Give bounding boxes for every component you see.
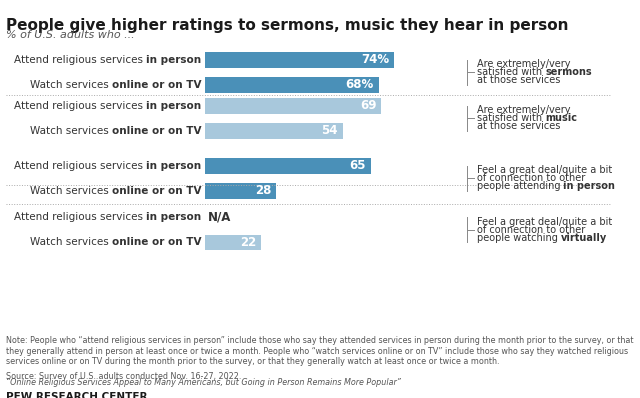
Text: Are extremely/very: Are extremely/very [477,59,570,69]
Text: Attend religious services: Attend religious services [14,101,147,111]
Bar [205,234,261,250]
Text: 65: 65 [349,159,366,172]
Text: online or on TV: online or on TV [112,237,202,248]
Text: 74%: 74% [361,53,389,66]
Text: Feel a great deal/quite a bit: Feel a great deal/quite a bit [477,217,612,227]
Text: in person: in person [147,101,202,111]
Text: virtually: virtually [561,233,607,243]
Text: % of U.S. adults who ...: % of U.S. adults who ... [6,30,135,40]
Text: Are extremely/very: Are extremely/very [477,105,570,115]
Text: People give higher ratings to sermons, music they hear in person: People give higher ratings to sermons, m… [6,18,569,33]
Text: people attending ⁠: people attending ⁠ [477,181,563,191]
Text: online or on TV: online or on TV [112,80,202,90]
Text: Source: Survey of U.S. adults conducted Nov. 16-27, 2022.: Source: Survey of U.S. adults conducted … [6,372,242,381]
Text: Watch services: Watch services [30,126,112,136]
Text: at those services: at those services [477,75,560,85]
Text: sermons: sermons [545,67,591,77]
Bar [205,52,394,68]
Text: 54: 54 [321,124,338,137]
Text: in person: in person [147,55,202,65]
Text: “Online Religious Services Appeal to Many Americans, but Going in Person Remains: “Online Religious Services Appeal to Man… [6,378,401,387]
Bar [205,183,276,199]
Text: satisfied with: satisfied with [477,113,545,123]
Text: in person: in person [147,161,202,171]
Text: Attend religious services: Attend religious services [14,213,147,222]
Text: Attend religious services: Attend religious services [14,55,147,65]
Text: Attend religious services: Attend religious services [14,161,147,171]
Bar [205,98,381,113]
Text: Note: People who “attend religious services in person” include those who say the: Note: People who “attend religious servi… [6,336,634,366]
Text: in person: in person [147,213,202,222]
Text: 22: 22 [240,236,256,249]
Text: 68%: 68% [346,78,374,91]
Bar [205,77,379,93]
Bar [205,158,371,174]
Text: people watching ⁠: people watching ⁠ [477,233,561,243]
Text: Watch services: Watch services [30,80,112,90]
Text: music: music [545,113,577,123]
Text: N/A: N/A [208,211,232,224]
Text: of connection to other: of connection to other [477,225,585,235]
Text: 28: 28 [255,184,271,197]
Text: Watch services: Watch services [30,237,112,248]
Text: Feel a great deal/quite a bit: Feel a great deal/quite a bit [477,165,612,176]
Text: Watch services: Watch services [30,186,112,196]
Text: at those services: at those services [477,121,560,131]
Bar [205,123,343,139]
Text: of connection to other: of connection to other [477,174,585,183]
Text: PEW RESEARCH CENTER: PEW RESEARCH CENTER [6,392,148,398]
Text: in person: in person [563,181,615,191]
Text: 69: 69 [360,99,376,112]
Text: online or on TV: online or on TV [112,186,202,196]
Text: online or on TV: online or on TV [112,126,202,136]
Text: satisfied with ⁠: satisfied with ⁠ [477,67,545,77]
